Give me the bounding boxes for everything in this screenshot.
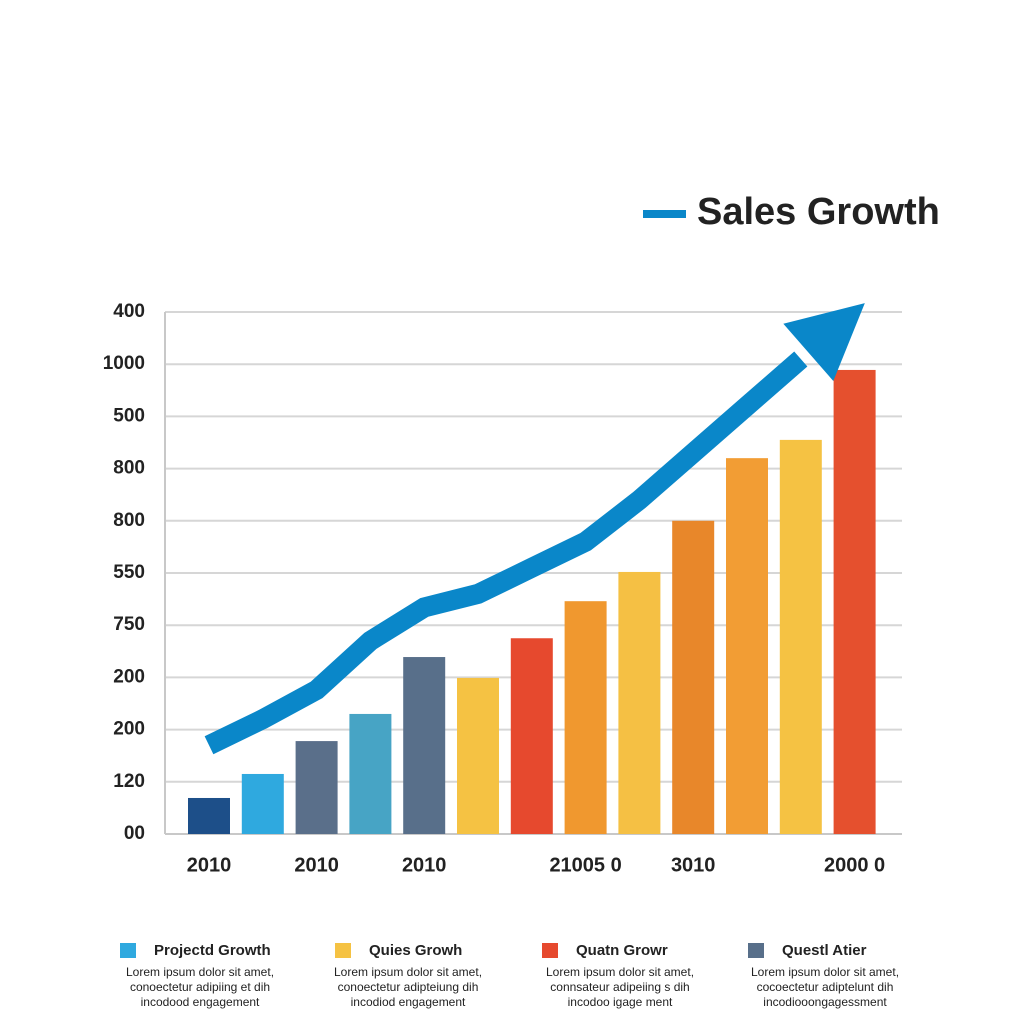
legend-description: conoectetur adipteiung dih	[338, 980, 479, 994]
trend-line	[204, 351, 808, 755]
y-tick-label: 500	[113, 405, 145, 426]
y-tick-label: 120	[113, 771, 145, 792]
bar	[564, 601, 607, 834]
x-tick-label: 21005 0	[549, 854, 621, 876]
x-tick-label: 2000 0	[824, 854, 885, 876]
bar	[779, 439, 822, 834]
bar	[403, 657, 446, 834]
legend-description: incodood engagement	[141, 995, 260, 1009]
x-tick-label: 3010	[671, 854, 716, 876]
legend-description: Lorem ipsum dolor sit amet,	[751, 965, 899, 979]
arrow-head	[783, 303, 865, 382]
y-tick-label: 800	[113, 458, 145, 479]
legend-description: incodiod engagement	[351, 995, 466, 1009]
x-tick-label: 2010	[402, 854, 447, 876]
legend-label: Sales Growth	[697, 191, 940, 233]
legend-label: Quies Growh	[369, 942, 462, 959]
bar	[726, 458, 768, 834]
bar	[241, 773, 284, 834]
legend-description: connsateur adipeiing s dih	[550, 980, 689, 994]
bar	[457, 677, 499, 834]
bar	[188, 797, 230, 834]
y-tick-label: 1000	[103, 353, 145, 374]
legend-description: incodiooongagessment	[763, 995, 887, 1009]
legend-description: incodoo igage ment	[568, 995, 673, 1009]
bar	[833, 369, 876, 834]
x-tick-label: 2010	[187, 854, 232, 876]
legend-description: conoectetur adipiing et dih	[130, 980, 270, 994]
y-tick-label: 200	[113, 719, 145, 740]
x-tick-label: 2010	[294, 854, 339, 876]
legend-swatch	[748, 943, 764, 958]
legend-swatch	[120, 943, 136, 958]
legend-label: Quatn Growr	[576, 942, 668, 959]
y-tick-label: 750	[113, 614, 145, 635]
bar	[672, 520, 715, 834]
legend-description: Lorem ipsum dolor sit amet,	[334, 965, 482, 979]
legend-swatch	[335, 943, 351, 958]
bar	[349, 713, 392, 834]
y-tick-label: 400	[113, 301, 145, 322]
bar	[618, 571, 661, 834]
y-tick-label: 00	[124, 823, 145, 844]
legend-description: cocoectetur adiptelunt dih	[757, 980, 894, 994]
legend-description: Lorem ipsum dolor sit amet,	[546, 965, 694, 979]
y-tick-label: 800	[113, 510, 145, 531]
bar	[510, 638, 553, 834]
legend-label: Projectd Growth	[154, 942, 271, 959]
legend-swatch	[542, 943, 558, 958]
y-tick-label: 550	[113, 562, 145, 583]
bar	[295, 741, 338, 834]
legend-label: Questl Atier	[782, 942, 867, 959]
y-tick-label: 200	[113, 666, 145, 687]
legend-description: Lorem ipsum dolor sit amet,	[126, 965, 274, 979]
